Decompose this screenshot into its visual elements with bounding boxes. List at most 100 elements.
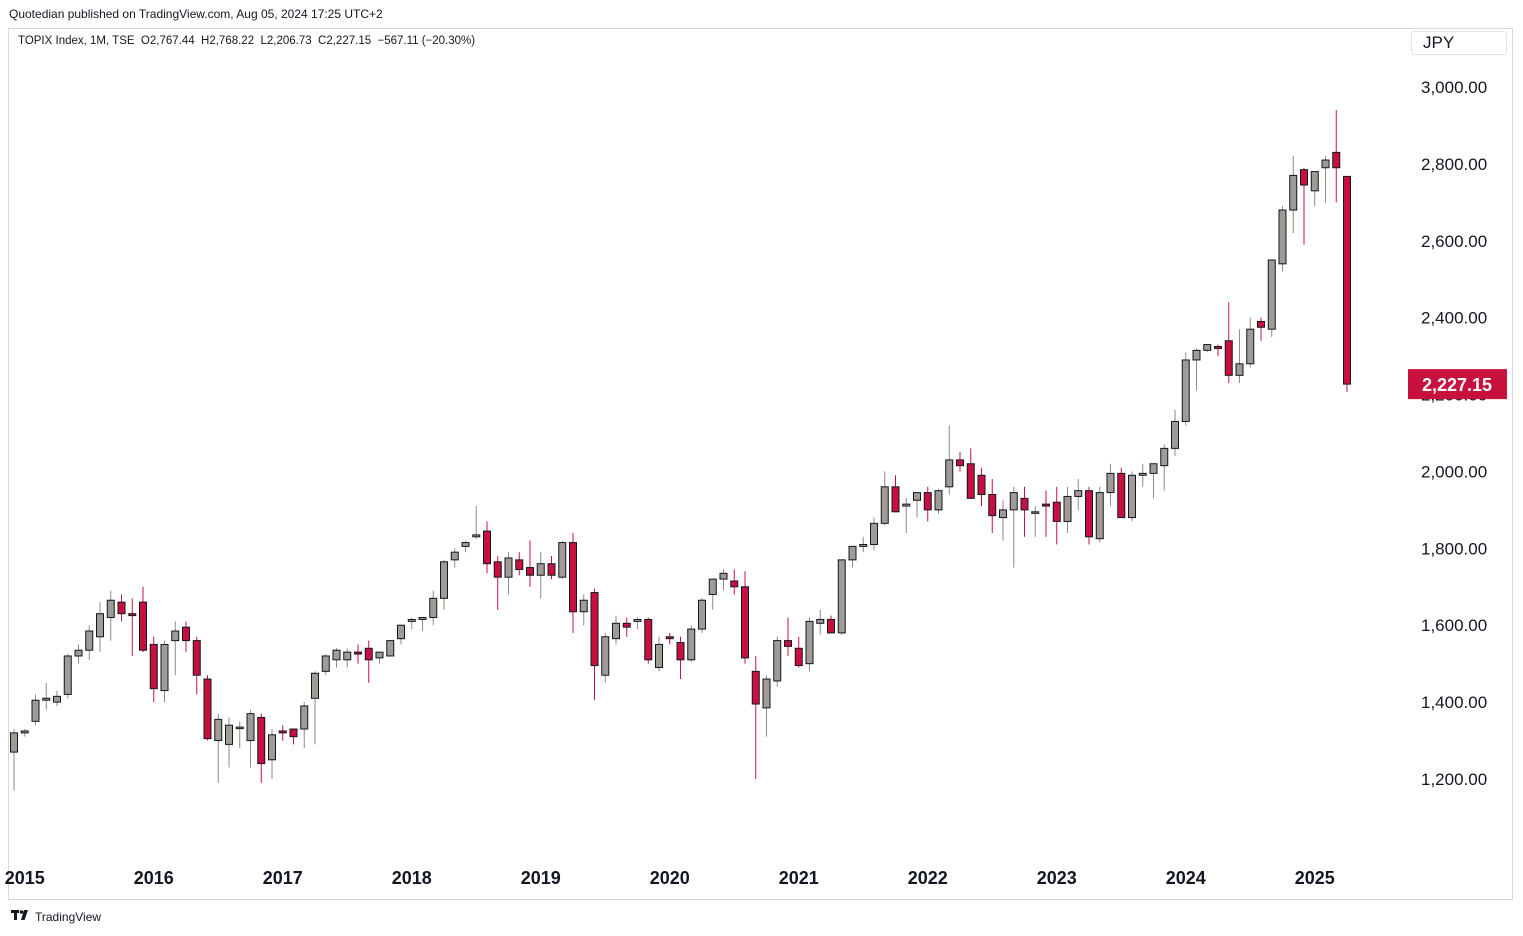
candle — [268, 729, 276, 779]
candle — [773, 636, 782, 687]
candle — [343, 648, 352, 668]
candle-body-down — [891, 486, 900, 513]
time-tick-label: 2015 — [5, 868, 45, 888]
candle-body-up — [945, 459, 954, 488]
candle — [751, 655, 760, 779]
candle — [246, 709, 255, 768]
candle — [1321, 156, 1330, 203]
candle-body-down — [665, 636, 674, 640]
candle — [579, 594, 588, 626]
candle-body-up — [96, 613, 104, 638]
currency-button[interactable]: JPY — [1411, 31, 1507, 55]
candle — [805, 617, 814, 672]
candle-body-up — [386, 640, 395, 657]
candle-body-up — [1289, 174, 1298, 211]
candle — [1031, 506, 1040, 537]
candle-body-down — [1224, 340, 1233, 376]
candle — [128, 598, 137, 656]
candle-body-up — [1192, 349, 1201, 361]
time-tick-label: 2023 — [1037, 868, 1077, 888]
candle — [762, 675, 771, 737]
candle — [1224, 302, 1233, 384]
candle — [418, 617, 427, 631]
candle — [644, 617, 653, 664]
candle — [203, 675, 212, 741]
candle — [934, 488, 943, 514]
candle-body-down — [784, 640, 792, 647]
candle-body-up — [171, 630, 180, 642]
candle-body-up — [687, 628, 696, 661]
price-tick-label: 2,800.00 — [1421, 155, 1487, 174]
candle — [407, 617, 416, 630]
candle — [1074, 479, 1083, 510]
candle-body-up — [934, 490, 943, 511]
candle — [902, 498, 911, 533]
candle-body-down — [354, 651, 362, 655]
candle — [665, 632, 674, 645]
candle — [1257, 317, 1265, 341]
candle — [1149, 463, 1158, 499]
candle — [1289, 156, 1298, 234]
candle — [483, 521, 491, 574]
price-tick-label: 1,400.00 — [1421, 693, 1487, 712]
candle — [977, 467, 986, 507]
tradingview-logo-icon — [11, 910, 31, 924]
price-tick-label: 1,200.00 — [1421, 770, 1487, 789]
candle-body-up — [1160, 447, 1169, 467]
candle-body-up — [20, 730, 29, 734]
candle — [171, 621, 180, 676]
candle-body-up — [1138, 472, 1147, 476]
candle-body-down — [1214, 346, 1222, 349]
candle-body-up — [332, 649, 341, 661]
candle-body-up — [407, 618, 416, 622]
candle-body-up — [773, 640, 782, 682]
candle-body-down — [988, 494, 997, 517]
candle — [1343, 175, 1351, 392]
candle — [278, 725, 287, 741]
candle — [1020, 486, 1029, 537]
candle — [1332, 110, 1341, 203]
candle — [332, 648, 341, 668]
time-tick-label: 2018 — [392, 868, 432, 888]
candle-body-up — [74, 649, 83, 657]
candle-body-up — [1321, 159, 1330, 169]
candle — [1310, 171, 1319, 207]
candle — [257, 713, 266, 783]
candle-body-down — [1052, 501, 1061, 522]
candle — [493, 556, 502, 610]
candle — [311, 671, 319, 745]
candle-body-up — [246, 713, 255, 742]
candle-body-up — [601, 636, 610, 676]
candle — [622, 617, 631, 637]
candle — [526, 540, 534, 587]
candle-body-up — [311, 672, 319, 699]
candle — [870, 517, 878, 551]
candle-body-up — [880, 486, 889, 524]
time-tick-label: 2020 — [650, 868, 690, 888]
candle — [106, 590, 115, 641]
candle — [1300, 167, 1308, 245]
candle-body-up — [268, 734, 276, 761]
candle — [472, 506, 481, 539]
candle — [63, 654, 72, 699]
candle-body-up — [429, 597, 438, 619]
candle-body-down — [1343, 175, 1351, 385]
time-tick-label: 2025 — [1295, 868, 1335, 888]
candle — [827, 615, 835, 634]
candle — [1203, 344, 1212, 353]
candle-body-down — [1332, 151, 1341, 169]
footer-brand[interactable]: TradingView — [11, 910, 101, 924]
candle-body-up — [235, 726, 244, 730]
price-tick-label: 3,000.00 — [1421, 78, 1487, 97]
candle-body-up — [31, 699, 40, 722]
candle-body-up — [10, 732, 18, 753]
candle — [859, 536, 868, 553]
candle-body-up — [655, 643, 663, 669]
candle-body-down — [730, 580, 739, 588]
candle-body-down — [192, 640, 201, 676]
candle-body-down — [139, 601, 147, 651]
candle-body-up — [1009, 492, 1018, 511]
candle-body-down — [1042, 503, 1050, 507]
candle-body-up — [1278, 209, 1287, 265]
